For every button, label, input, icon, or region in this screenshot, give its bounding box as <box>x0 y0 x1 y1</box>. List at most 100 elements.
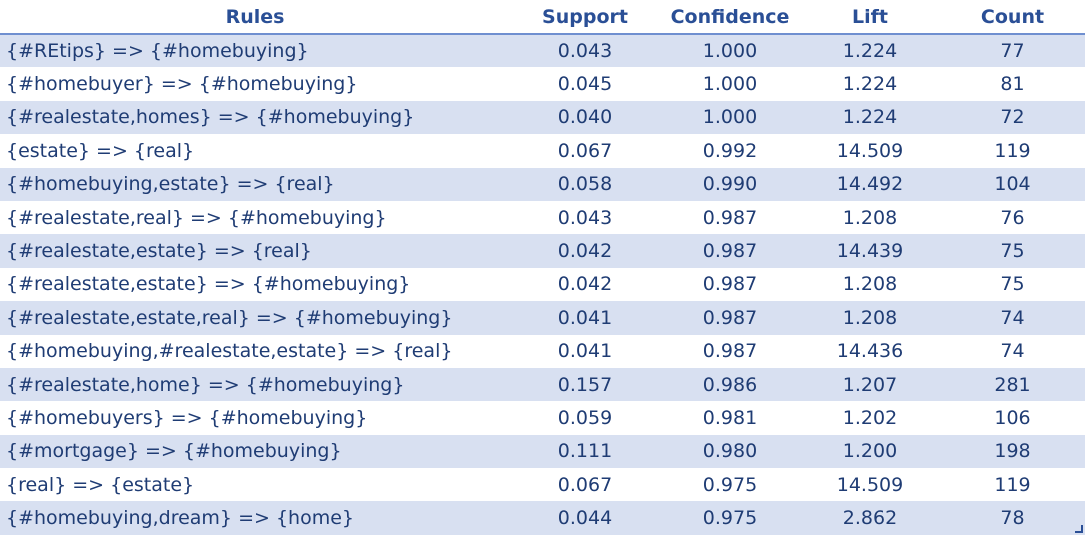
table-row: {#realestate,estate,real} => {#homebuyin… <box>0 301 1085 335</box>
cell-support: 0.067 <box>557 139 613 162</box>
table-row: {#homebuyer} => {#homebuying} 0.045 1.000 1… <box>0 67 1085 101</box>
cell-lift: 1.207 <box>842 373 898 396</box>
cell-rule: {#REtips} => {#homebuying} <box>6 40 309 63</box>
header-rules: Rules <box>0 0 510 34</box>
header-support: Support <box>510 0 660 34</box>
cell-rule: {real} => {estate} <box>6 473 195 496</box>
table-row: {#homebuyers} => {#homebuying} 0.059 0.981… <box>0 401 1085 435</box>
cell-support: 0.045 <box>557 73 613 96</box>
cell-lift: 14.439 <box>836 240 904 263</box>
header-lift: Lift <box>800 0 940 34</box>
cell-rule: {#realestate,home} => {#homebuying} <box>6 373 405 396</box>
cell-support: 0.044 <box>557 507 613 530</box>
cell-confidence: 0.987 <box>702 273 758 296</box>
cell-count: 281 <box>994 373 1031 396</box>
cell-support: 0.067 <box>557 473 613 496</box>
cell-count: 75 <box>1000 240 1025 263</box>
cell-count: 72 <box>1000 106 1025 129</box>
cell-lift: 1.202 <box>842 406 898 429</box>
cell-confidence: 0.975 <box>702 473 758 496</box>
cell-confidence: 1.000 <box>702 73 758 96</box>
cell-confidence: 0.990 <box>702 173 758 196</box>
cell-rule: {#homebuyers} => {#homebuying} <box>6 406 368 429</box>
cell-rule: {#realestate,estate,real} => {#homebuyin… <box>6 306 453 329</box>
cell-count: 119 <box>994 139 1031 162</box>
cell-support: 0.041 <box>557 340 613 363</box>
header-count: Count <box>940 0 1085 34</box>
cell-support: 0.043 <box>557 40 613 63</box>
table-row: {#mortgage} => {#homebuying} 0.111 0.980 1.… <box>0 434 1085 469</box>
cell-confidence: 0.987 <box>702 240 758 263</box>
cell-confidence: 0.987 <box>702 306 758 329</box>
cell-confidence: 1.000 <box>702 40 758 63</box>
table-row: {real} => {estate} 0.067 0.975 14.509 119 <box>0 468 1085 502</box>
cell-lift: 14.436 <box>836 340 904 363</box>
cell-count: 77 <box>1000 40 1025 63</box>
cell-lift: 1.208 <box>842 273 898 296</box>
resize-handle-icon[interactable] <box>1075 525 1083 533</box>
cell-count: 74 <box>1000 306 1025 329</box>
table-row: {#REtips} => {#homebuying} 0.043 1.000 1.22… <box>0 34 1085 68</box>
cell-confidence: 0.975 <box>702 507 758 530</box>
cell-count: 198 <box>994 440 1031 463</box>
cell-confidence: 1.000 <box>702 106 758 129</box>
table-row: {#homebuying,#realestate,estate} => {rea… <box>0 334 1085 368</box>
cell-lift: 1.224 <box>842 73 898 96</box>
cell-count: 75 <box>1000 273 1025 296</box>
cell-lift: 14.509 <box>836 473 904 496</box>
cell-confidence: 0.986 <box>702 373 758 396</box>
cell-rule: {estate} => {real} <box>6 139 195 162</box>
cell-count: 78 <box>1000 507 1025 530</box>
cell-support: 0.040 <box>557 106 613 129</box>
cell-lift: 1.208 <box>842 306 898 329</box>
cell-rule: {#homebuyer} => {#homebuying} <box>6 73 358 96</box>
header-confidence: Confidence <box>660 0 800 34</box>
cell-count: 119 <box>994 473 1031 496</box>
cell-confidence: 0.987 <box>702 206 758 229</box>
cell-count: 106 <box>994 406 1031 429</box>
table-row: {#homebuying,dream} => {home} 0.044 0.975 2… <box>0 501 1085 535</box>
cell-rule: {#homebuying,estate} => {real} <box>6 173 335 196</box>
cell-support: 0.042 <box>557 240 613 263</box>
cell-support: 0.041 <box>557 306 613 329</box>
cell-rule: {#realestate,estate} => {real} <box>6 240 312 263</box>
table-row: {#realestate,estate} => {real} 0.042 0.987… <box>0 234 1085 268</box>
table-header-row: Rules Support Confidence Lift Count <box>0 0 1085 34</box>
table-body: {#REtips} => {#homebuying} 0.043 1.000 1.22… <box>0 34 1085 535</box>
cell-rule: {#homebuying,#realestate,estate} => {rea… <box>6 340 453 363</box>
cell-lift: 2.862 <box>842 507 898 530</box>
cell-count: 104 <box>994 173 1031 196</box>
cell-rule: {#mortgage} => {#homebuying} <box>6 440 342 463</box>
cell-confidence: 0.992 <box>702 139 758 162</box>
cell-lift: 1.224 <box>842 106 898 129</box>
cell-support: 0.058 <box>557 173 613 196</box>
table-row: {#realestate,home} => {#homebuying} 0.157… <box>0 367 1085 402</box>
cell-confidence: 0.987 <box>702 340 758 363</box>
cell-confidence: 0.981 <box>702 406 758 429</box>
cell-count: 74 <box>1000 340 1025 363</box>
table-row: {#realestate,real} => {#homebuying} 0.043… <box>0 200 1085 235</box>
table-row: {#homebuying,estate} => {real} 0.058 0.990… <box>0 167 1085 201</box>
table-row: {estate} => {real} 0.067 0.992 14.509 119 <box>0 134 1085 168</box>
cell-rule: {#realestate,estate} => {#homebuying} <box>6 273 411 296</box>
cell-count: 76 <box>1000 206 1025 229</box>
cell-lift: 14.492 <box>836 173 904 196</box>
cell-rule: {#homebuying,dream} => {home} <box>6 507 354 530</box>
cell-rule: {#realestate,homes} => {#homebuying} <box>6 106 415 129</box>
table-row: {#realestate,estate} => {#homebuying} 0.0… <box>0 267 1085 302</box>
cell-support: 0.111 <box>557 440 613 463</box>
cell-lift: 1.200 <box>842 440 898 463</box>
cell-support: 0.043 <box>557 206 613 229</box>
table-row: {#realestate,homes} => {#homebuying} 0.04… <box>0 100 1085 135</box>
cell-lift: 1.208 <box>842 206 898 229</box>
cell-support: 0.059 <box>557 406 613 429</box>
cell-lift: 1.224 <box>842 40 898 63</box>
cell-confidence: 0.980 <box>702 440 758 463</box>
cell-count: 81 <box>1000 73 1025 96</box>
cell-rule: {#realestate,real} => {#homebuying} <box>6 206 387 229</box>
cell-support: 0.157 <box>557 373 613 396</box>
cell-lift: 14.509 <box>836 139 904 162</box>
cell-support: 0.042 <box>557 273 613 296</box>
